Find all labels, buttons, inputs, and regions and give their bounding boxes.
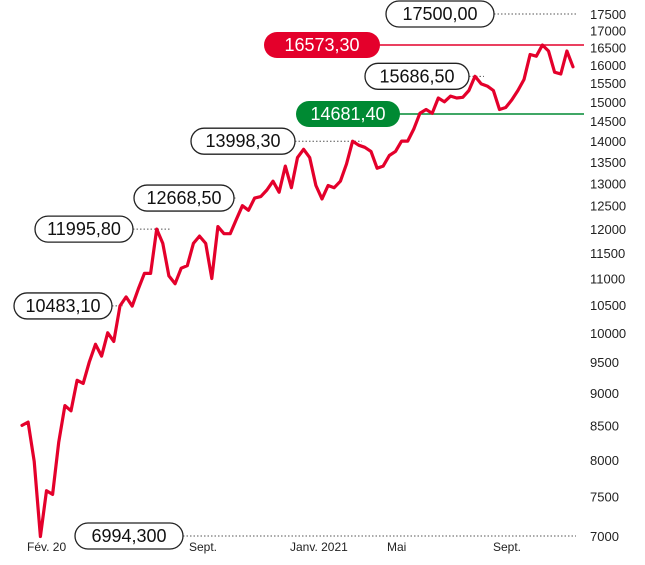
reference-pill bbox=[264, 31, 380, 58]
y-tick-label: 12000 bbox=[590, 222, 626, 237]
y-tick-label: 17000 bbox=[590, 24, 626, 39]
annotation-label: 17500,00 bbox=[402, 4, 477, 24]
y-tick-label: 8000 bbox=[590, 453, 619, 468]
y-tick-label: 15500 bbox=[590, 76, 626, 91]
annotation-pill bbox=[34, 215, 134, 243]
annotation-label: 10483,10 bbox=[25, 296, 100, 316]
reference-pill bbox=[296, 101, 400, 128]
annotation-pill bbox=[74, 522, 184, 550]
y-tick-label: 11000 bbox=[590, 272, 625, 287]
annotation-label: 13998,30 bbox=[205, 131, 280, 151]
reference-label: 16573,30 bbox=[284, 35, 359, 55]
annotation-label: 12668,50 bbox=[146, 188, 221, 208]
x-tick-label: Fév. 20 bbox=[27, 540, 66, 554]
y-tick-label: 16000 bbox=[590, 58, 626, 73]
x-tick-label: Sept. bbox=[493, 540, 521, 554]
y-tick-label: 13000 bbox=[590, 176, 626, 191]
y-tick-label: 14000 bbox=[590, 134, 626, 149]
y-tick-label: 14500 bbox=[590, 114, 626, 129]
y-tick-label: 13500 bbox=[590, 155, 626, 170]
x-tick-label: Janv. 2021 bbox=[290, 540, 348, 554]
annotation-pill bbox=[190, 127, 296, 155]
annotation-pill bbox=[13, 292, 113, 320]
annotation-pill bbox=[364, 62, 470, 90]
y-tick-label: 8500 bbox=[590, 418, 619, 433]
annotation-pill bbox=[133, 184, 235, 212]
annotation-label: 11995,80 bbox=[47, 219, 121, 239]
annotation-pill bbox=[385, 0, 495, 28]
reference-label: 14681,40 bbox=[310, 104, 385, 124]
y-tick-label: 9500 bbox=[590, 355, 619, 370]
y-tick-label: 7000 bbox=[590, 529, 619, 544]
y-tick-label: 10500 bbox=[590, 298, 626, 313]
y-tick-label: 11500 bbox=[590, 246, 625, 261]
annotation-label: 6994,300 bbox=[91, 526, 166, 546]
annotation-label: 15686,50 bbox=[379, 66, 454, 86]
y-tick-label: 15000 bbox=[590, 95, 626, 110]
y-tick-label: 16500 bbox=[590, 41, 626, 56]
x-tick-label: Mai bbox=[387, 540, 406, 554]
y-tick-label: 17500 bbox=[590, 7, 626, 22]
y-tick-label: 9000 bbox=[590, 386, 619, 401]
y-tick-label: 10000 bbox=[590, 326, 626, 341]
series-line bbox=[20, 43, 575, 539]
y-tick-label: 12500 bbox=[590, 199, 626, 214]
y-tick-label: 7500 bbox=[590, 490, 619, 505]
x-tick-label: Sept. bbox=[189, 540, 217, 554]
